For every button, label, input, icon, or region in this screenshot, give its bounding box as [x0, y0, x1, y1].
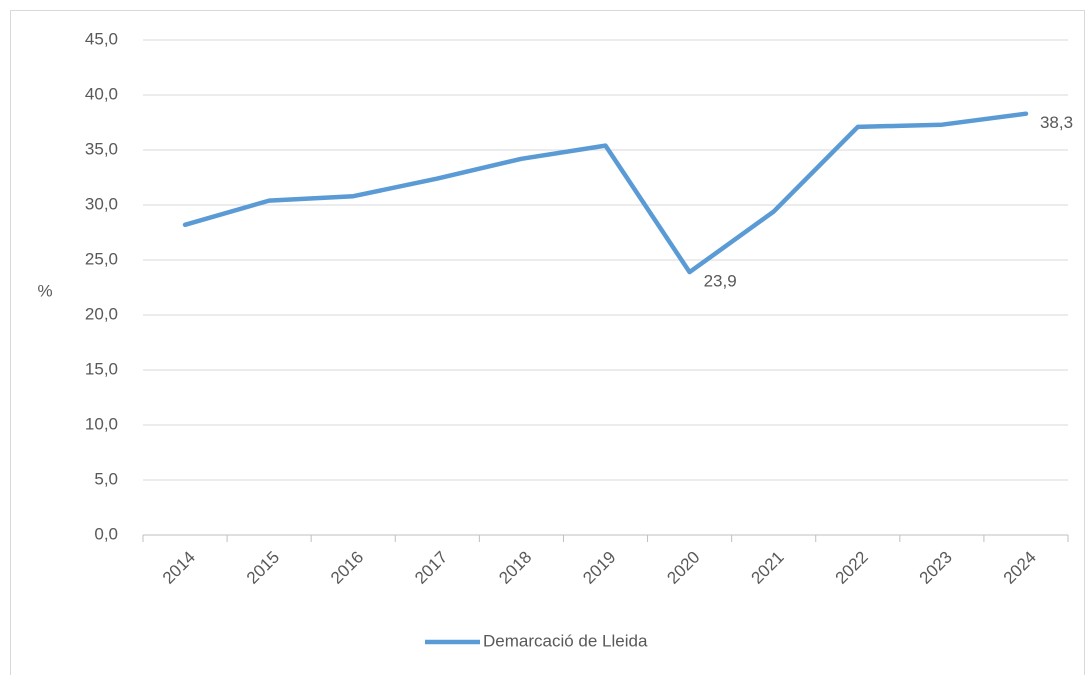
y-axis-label: %: [37, 281, 52, 300]
y-tick-label: 0,0: [94, 524, 118, 543]
y-tick-label: 45,0: [85, 29, 118, 48]
chart-border: [10, 10, 1085, 675]
y-tick-label: 35,0: [85, 139, 118, 158]
y-tick-label: 15,0: [85, 359, 118, 378]
y-tick-label: 5,0: [94, 469, 118, 488]
y-tick-label: 40,0: [85, 84, 118, 103]
y-tick-label: 10,0: [85, 414, 118, 433]
data-label: 38,3: [1040, 113, 1073, 132]
data-label: 23,9: [704, 272, 737, 291]
y-tick-label: 25,0: [85, 249, 118, 268]
y-tick-label: 30,0: [85, 194, 118, 213]
y-tick-label: 20,0: [85, 304, 118, 323]
legend-label: Demarcació de Lleida: [483, 631, 648, 650]
line: [182, 111, 1029, 275]
